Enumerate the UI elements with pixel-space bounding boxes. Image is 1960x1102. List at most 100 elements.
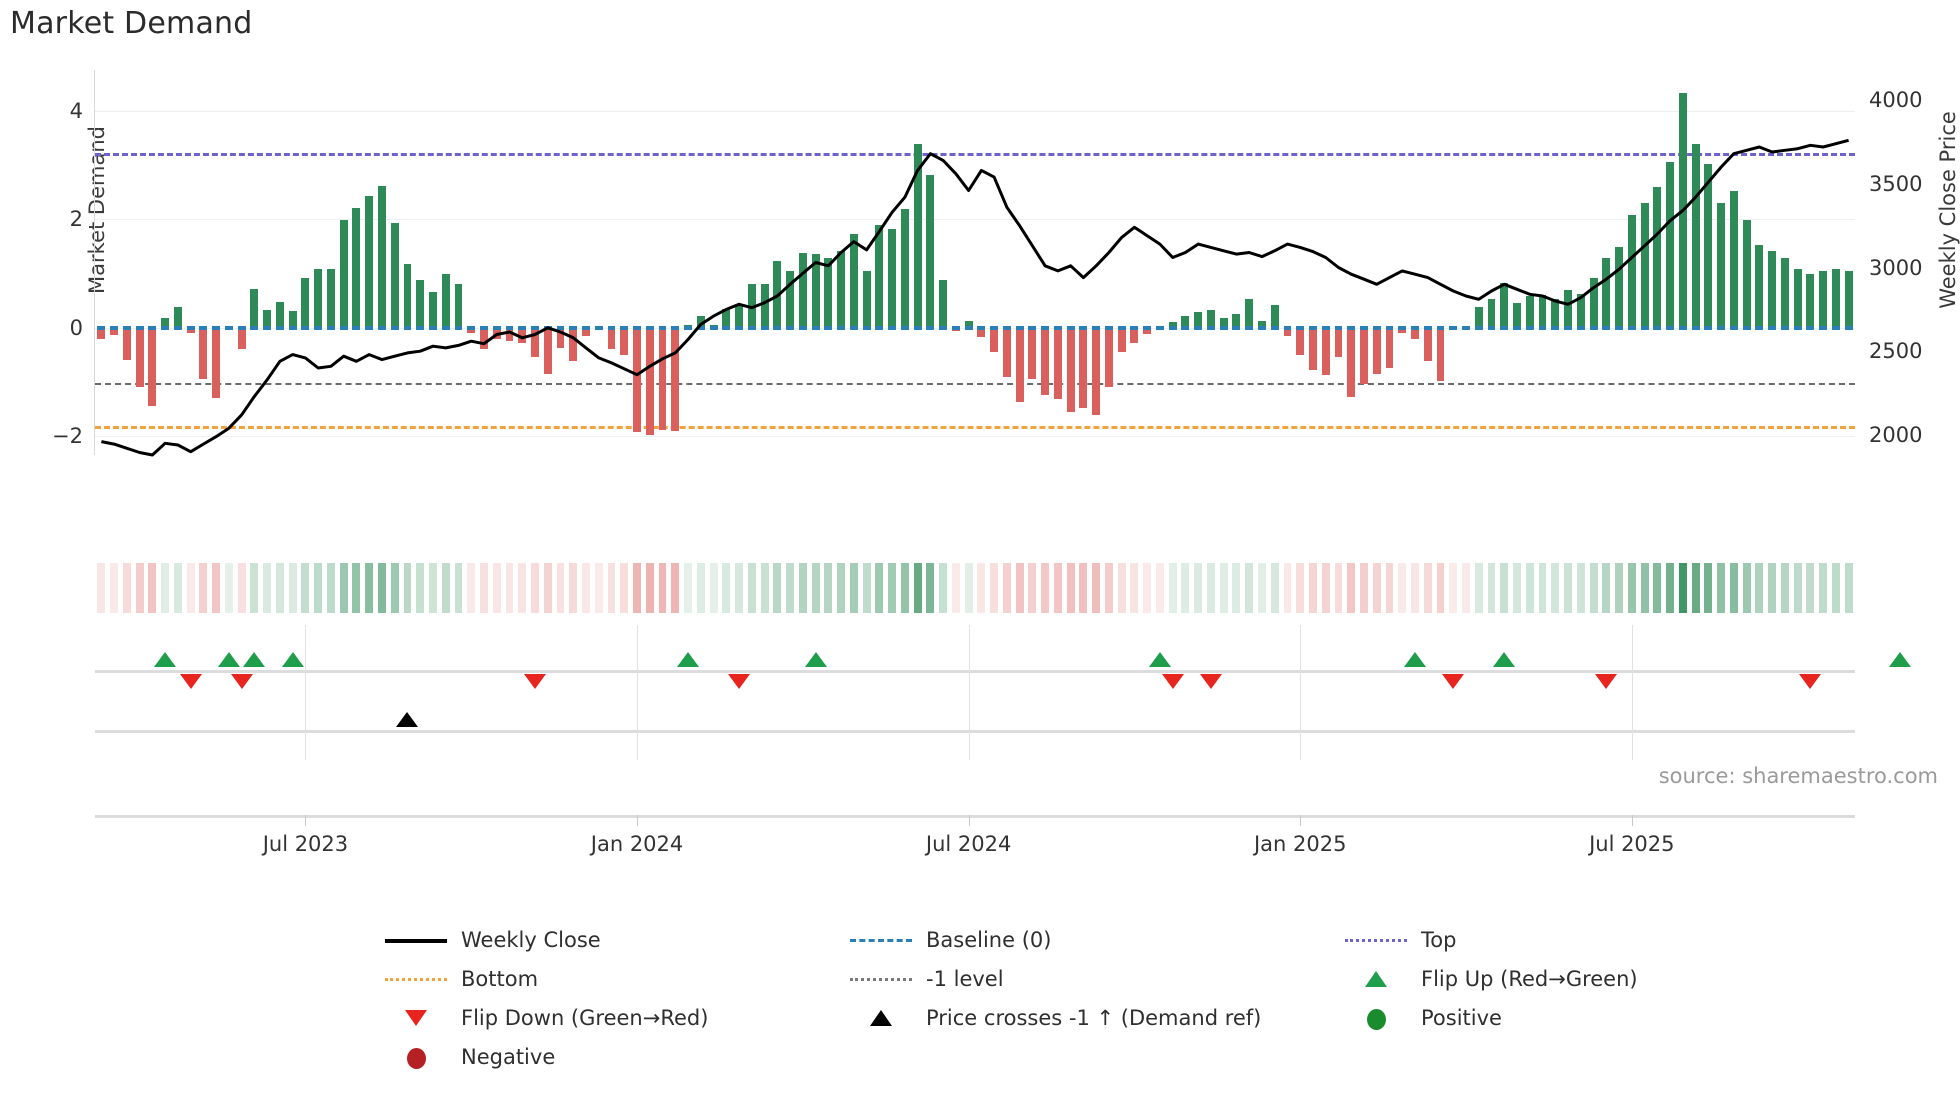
heat-cell	[1615, 563, 1623, 613]
baseline-segment	[709, 325, 718, 330]
baseline-segment	[1589, 325, 1598, 330]
legend-item-green-up-triangle[interactable]: Flip Up (Red→Green)	[1345, 964, 1638, 994]
demand-bar	[1640, 202, 1649, 328]
demand-bar	[1653, 186, 1662, 328]
baseline-segment	[939, 325, 948, 330]
demand-bar	[990, 327, 999, 352]
heat-cell	[722, 563, 731, 613]
flip-up-marker	[1404, 652, 1426, 667]
heat-cell	[964, 563, 973, 613]
gridline	[95, 327, 1855, 329]
demand-bar	[186, 327, 195, 333]
baseline-segment	[913, 325, 922, 330]
legend-item-dotted-orange-line[interactable]: Bottom	[385, 964, 850, 994]
baseline-segment	[1411, 325, 1419, 330]
dotted-gray-line-icon	[850, 968, 912, 990]
heat-cell	[518, 563, 527, 613]
heat-cell	[1143, 563, 1152, 613]
legend-item-black-up-triangle[interactable]: Price crosses -1 ↑ (Demand ref)	[850, 1003, 1345, 1033]
baseline-segment	[964, 325, 973, 330]
heat-cell	[429, 563, 437, 613]
demand-bar	[658, 327, 667, 430]
heat-cell	[849, 563, 858, 613]
demand-bar	[1602, 258, 1611, 328]
baseline-segment	[1602, 325, 1611, 330]
heat-cell	[1372, 563, 1381, 613]
baseline-segment	[1002, 325, 1011, 330]
baseline-segment	[1627, 325, 1636, 330]
heat-cell	[939, 563, 948, 613]
baseline-segment	[492, 325, 501, 330]
heat-cell	[224, 563, 233, 613]
heat-cell	[97, 563, 106, 613]
reference-line-top	[95, 152, 1855, 156]
baseline-segment	[1321, 325, 1330, 330]
heat-cell	[480, 563, 488, 613]
demand-bar	[798, 252, 807, 328]
baseline-segment	[1104, 325, 1113, 330]
y-tick-right: 2000	[1869, 422, 1923, 447]
heat-cell	[760, 563, 769, 613]
baseline-segment	[990, 325, 999, 330]
baseline-segment	[684, 325, 692, 330]
heat-cell	[645, 563, 654, 613]
baseline-segment	[1028, 325, 1037, 330]
heat-cell	[1576, 563, 1585, 613]
demand-bar	[977, 327, 986, 338]
demand-bar	[1245, 299, 1254, 328]
baseline-segment	[773, 325, 782, 330]
heat-cell	[1385, 563, 1394, 613]
baseline-segment	[1181, 325, 1190, 330]
demand-bar	[454, 284, 463, 328]
demand-bar	[926, 174, 935, 328]
baseline-segment	[1168, 325, 1177, 330]
heat-cell	[1627, 563, 1636, 613]
gridline	[95, 219, 1855, 221]
baseline-segment	[1742, 325, 1751, 330]
baseline-segment	[1334, 325, 1343, 330]
x-grid-tick	[637, 625, 639, 760]
demand-bar	[199, 327, 208, 380]
heat-cell	[1117, 563, 1126, 613]
baseline-segment	[1768, 325, 1777, 330]
demand-bar	[1143, 327, 1152, 335]
demand-bar	[1258, 321, 1266, 328]
demand-bar	[1666, 162, 1675, 328]
demand-bar	[1831, 269, 1840, 328]
baseline-segment	[531, 325, 539, 330]
demand-bar	[1615, 247, 1623, 328]
baseline-segment	[1309, 325, 1317, 330]
heat-cell	[1462, 563, 1470, 613]
baseline-segment	[1360, 325, 1368, 330]
dotted-purple-line-icon	[1345, 929, 1407, 951]
demand-heat-strip	[95, 563, 1855, 613]
legend-item-dashed-blue-line[interactable]: Baseline (0)	[850, 925, 1345, 955]
flip-down-marker	[1442, 674, 1465, 689]
baseline-segment	[250, 325, 259, 330]
legend-item-dotted-gray-line[interactable]: -1 level	[850, 964, 1345, 994]
demand-bar	[1525, 296, 1534, 328]
baseline-segment	[1474, 325, 1483, 330]
legend-item-green-dot[interactable]: Positive	[1345, 1003, 1615, 1033]
baseline-segment	[1219, 325, 1228, 330]
baseline-segment	[1500, 325, 1509, 330]
demand-bar	[212, 327, 221, 399]
demand-bar	[1576, 293, 1585, 328]
baseline-segment	[429, 325, 437, 330]
demand-bar	[1066, 327, 1075, 412]
legend-item-solid-black-line[interactable]: Weekly Close	[385, 925, 850, 955]
legend-item-red-dot[interactable]: Negative	[385, 1042, 850, 1072]
demand-bar	[722, 308, 731, 328]
heat-cell	[875, 563, 884, 613]
baseline-segment	[811, 325, 820, 330]
demand-bar	[390, 223, 399, 328]
demand-bar	[1564, 289, 1572, 328]
heat-cell	[1717, 563, 1726, 613]
demand-bar	[1334, 327, 1343, 358]
baseline-segment	[1079, 325, 1088, 330]
legend-item-dotted-purple-line[interactable]: Top	[1345, 925, 1615, 955]
legend-item-red-down-triangle[interactable]: Flip Down (Green→Red)	[385, 1003, 850, 1033]
demand-bar	[122, 327, 131, 361]
heat-cell	[1194, 563, 1203, 613]
